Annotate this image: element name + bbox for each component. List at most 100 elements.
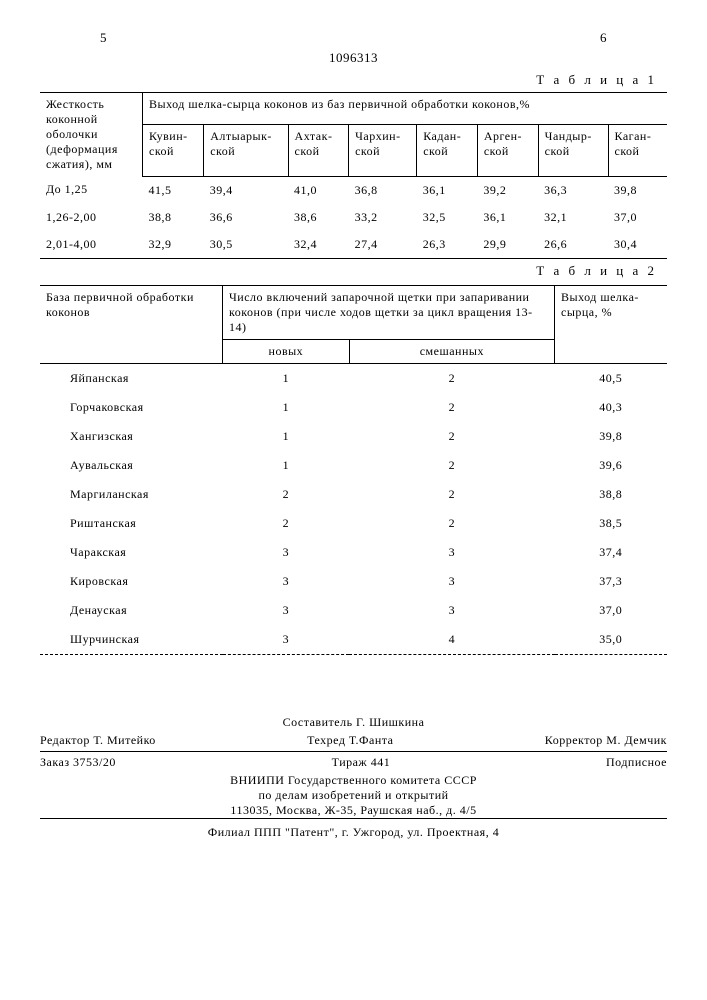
t2-cell-out: 40,5 [555,363,668,393]
t2-cell-mix: 3 [349,596,554,625]
t2-cell-out: 37,3 [555,567,668,596]
t1-col: Ахтак-ской [288,124,349,176]
t1-col: Чандыр-ской [538,124,608,176]
t2-cell-new: 1 [223,422,350,451]
t2-col1-header: База первичной обработки коконов [40,285,223,363]
t2-cell-name: Кировская [40,567,223,596]
t2-cell-out: 38,8 [555,480,668,509]
t2-col2-header: Число включений запарочной щетки при зап… [223,285,555,339]
t2-cell-mix: 4 [349,625,554,655]
t2-cell-mix: 2 [349,363,554,393]
t2-cell-new: 3 [223,538,350,567]
t2-cell-name: Аувальская [40,451,223,480]
t2-cell-mix: 2 [349,422,554,451]
t1-cell: 32,1 [538,204,608,231]
t2-cell-out: 35,0 [555,625,668,655]
t1-cell: 39,4 [204,176,288,204]
t1-row-header: Жесткость коконной оболочки (деформация … [40,93,143,177]
tech: Техред Т.Фанта [307,733,393,748]
table1: Жесткость коконной оболочки (деформация … [40,92,667,259]
t2-subcol: смешанных [349,339,554,363]
corrector: Корректор М. Демчик [545,733,667,748]
t2-col3-header: Выход шелка-сырца, % [555,285,668,363]
order: Заказ 3753/20 [40,755,116,770]
org1: ВНИИПИ Государственного комитета СССР [40,773,667,788]
t1-cell: 37,0 [608,204,667,231]
t1-col: Чархин-ской [349,124,417,176]
t1-cell: 27,4 [349,231,417,259]
tirazh: Тираж 441 [332,755,391,770]
t2-cell-name: Горчаковская [40,393,223,422]
t1-col: Кадан-ской [417,124,478,176]
t2-cell-new: 2 [223,480,350,509]
t1-cell: 36,3 [538,176,608,204]
t1-cell: 39,2 [477,176,538,204]
page-right: 6 [600,30,607,46]
t1-cell: 33,2 [349,204,417,231]
table2: База первичной обработки коконов Число в… [40,285,667,655]
t1-main-header: Выход шелка-сырца коконов из баз первичн… [143,93,668,125]
t2-cell-out: 37,4 [555,538,668,567]
t1-cell: 36,6 [204,204,288,231]
compiler: Составитель Г. Шишкина [40,715,667,730]
t1-cell: 39,8 [608,176,667,204]
t2-subcol: новых [223,339,350,363]
t2-cell-new: 1 [223,451,350,480]
t2-cell-name: Чаракская [40,538,223,567]
footer: Составитель Г. Шишкина Редактор Т. Митей… [40,715,667,840]
t2-cell-name: Яйпанская [40,363,223,393]
table2-label: Т а б л и ц а 2 [40,263,657,279]
podpis: Подписное [606,755,667,770]
t1-cell: 30,4 [608,231,667,259]
t2-cell-name: Хангизская [40,422,223,451]
t2-cell-name: Маргиланская [40,480,223,509]
t1-cell: 29,9 [477,231,538,259]
t2-cell-out: 37,0 [555,596,668,625]
t2-cell-new: 2 [223,509,350,538]
t2-cell-out: 38,5 [555,509,668,538]
t2-cell-new: 1 [223,393,350,422]
t1-cell: 38,6 [288,204,349,231]
t2-cell-new: 3 [223,596,350,625]
page-left: 5 [100,30,107,46]
t2-cell-out: 39,8 [555,422,668,451]
t1-cell: 32,5 [417,204,478,231]
t1-col: Каган-ской [608,124,667,176]
t1-cell: 36,1 [477,204,538,231]
t2-cell-name: Шурчинская [40,625,223,655]
editor: Редактор Т. Митейко [40,733,156,748]
t2-cell-new: 1 [223,363,350,393]
t1-cell: 41,5 [143,176,204,204]
t1-cell: 41,0 [288,176,349,204]
t2-cell-mix: 2 [349,509,554,538]
org2: по делам изобретений и открытий [40,788,667,803]
t2-cell-out: 40,3 [555,393,668,422]
t1-cell: 26,6 [538,231,608,259]
document-number: 1096313 [40,50,667,66]
t2-cell-out: 39,6 [555,451,668,480]
t2-cell-name: Денауская [40,596,223,625]
addr1: 113035, Москва, Ж-35, Раушская наб., д. … [40,803,667,819]
t1-cell: 36,1 [417,176,478,204]
t2-cell-mix: 3 [349,567,554,596]
t1-cell: 32,9 [143,231,204,259]
t1-col: Кувин-ской [143,124,204,176]
t2-cell-mix: 2 [349,393,554,422]
t1-cell: 38,8 [143,204,204,231]
t1-cell: 26,3 [417,231,478,259]
t2-cell-name: Риштанская [40,509,223,538]
t2-cell-mix: 3 [349,538,554,567]
t1-cell: 30,5 [204,231,288,259]
t1-cell: 32,4 [288,231,349,259]
t2-cell-mix: 2 [349,451,554,480]
table1-label: Т а б л и ц а 1 [40,72,657,88]
t1-col: Алтыарык-ской [204,124,288,176]
t2-cell-mix: 2 [349,480,554,509]
t1-cell: 36,8 [349,176,417,204]
t1-row-label: 2,01-4,00 [40,231,143,259]
addr2: Филиал ППП "Патент", г. Ужгород, ул. Про… [40,819,667,840]
t2-cell-new: 3 [223,567,350,596]
t1-row-label: До 1,25 [40,176,143,204]
t1-row-label: 1,26-2,00 [40,204,143,231]
t1-col: Арген-ской [477,124,538,176]
